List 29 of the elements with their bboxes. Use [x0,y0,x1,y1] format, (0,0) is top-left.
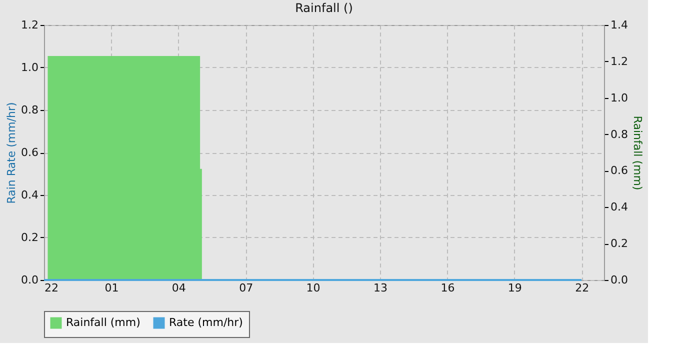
chart-title: Rainfall () [295,1,353,15]
x-tick-label: 01 [104,282,119,294]
y2-tick-label: 1.4 [610,18,628,32]
y2-tick-label: 0.0 [610,274,628,286]
y2-tick-label: 0.6 [610,164,628,178]
x-tick-label: 22 [44,282,58,294]
legend-label: Rainfall (mm) [66,316,140,329]
y2-tick-label: 0.4 [610,200,628,214]
y-tick-label: 1.2 [21,18,38,32]
y2-axis-title: Rainfall (mm) [630,116,644,190]
y2-tick-label: 0.8 [610,128,628,141]
x-tick-label: 10 [306,282,320,294]
y2-tick-label: 1.0 [610,91,628,104]
legend-label: Rate (mm/hr) [169,316,243,329]
y-axis-title: Rain Rate (mm/hr) [5,102,18,204]
x-tick-label: 13 [374,282,388,294]
y-tick-label: 0.6 [21,146,38,159]
x-tick-label: 07 [239,282,254,294]
x-tick-label: 16 [440,282,455,294]
y2-tick-label: 1.2 [610,54,628,68]
y-tick-label: 0.4 [21,188,38,202]
x-tick-label: 04 [172,282,186,294]
x-tick-label: 22 [575,282,590,294]
y-tick-label: 1.0 [21,61,38,74]
y2-tick-label: 0.2 [610,237,628,250]
x-tick-label: 19 [508,282,522,294]
y-tick-label: 0.0 [21,274,38,286]
y-tick-label: 0.8 [21,104,38,116]
y-tick-label: 0.2 [21,231,38,244]
